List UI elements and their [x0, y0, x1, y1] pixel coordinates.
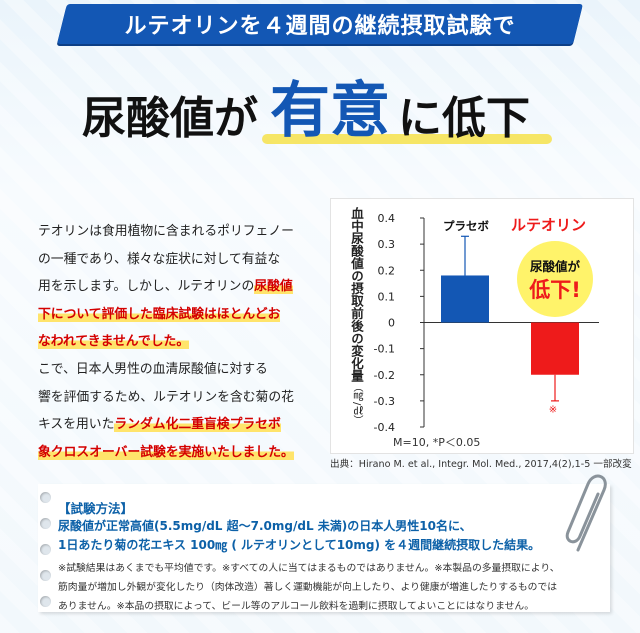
binder-hole	[40, 570, 51, 581]
bar-chart: 0.4 0.3 0.2 0.1 0 -0.1 -0.2 -0.3 -0.4 プラセボ ルテオリン ※ 尿…	[374, 212, 599, 434]
y-axis-label-text: 血中尿酸値の摂取前後の変化量	[349, 207, 364, 382]
method-box	[38, 484, 610, 612]
headline-part3: に低下	[398, 93, 530, 144]
bar-luteolin	[531, 322, 579, 375]
body-line: の一種であり、様々な症状に対して有益な	[38, 246, 304, 274]
binder-hole	[40, 596, 51, 607]
significance-mark: ※	[549, 405, 557, 416]
callout-circle	[517, 241, 593, 317]
body-line: テオリンは食用植物に含まれるポリフェノー	[38, 218, 304, 246]
label-luteolin: ルテオリン	[511, 216, 586, 234]
body-line: 象クロスオーバー試験を実施いたしました。	[38, 439, 304, 467]
highlight-text: 象クロスオーバー試験を実施いたしました。	[38, 444, 294, 460]
headline: 尿酸値が 有意 に低下	[0, 56, 640, 146]
body-line: 響を評価するため、ルテオリンを含む菊の花	[38, 384, 304, 412]
body-line: 下について評価した臨床試験はほとんどお	[38, 301, 304, 329]
binder-hole	[40, 492, 51, 503]
highlight-text: なわれてきませんでした。	[38, 334, 190, 350]
method-title: 【試験方法】	[58, 501, 134, 516]
y-tick-label: -0.4	[374, 421, 395, 434]
headline-part1: 尿酸値が	[82, 93, 258, 144]
body-text-segment: 用を示します。しかし、ルテオリンの	[38, 279, 255, 295]
callout-line-1: 尿酸値が	[530, 259, 581, 274]
y-tick-label: -0.3	[374, 395, 395, 408]
highlight-text: ランダム化二重盲検プラセボ	[114, 417, 281, 433]
headline-emphasis: 有意	[270, 76, 390, 146]
y-tick-label: 0	[388, 317, 395, 330]
bar-placebo	[441, 275, 489, 323]
body-text-segment: キスを用いた	[38, 417, 115, 433]
y-tick-label: 0.3	[378, 238, 396, 251]
method-line-2: 1日あたり菊の花エキス 100㎎ ( ルテオリンとして10mg) を４週間継続摂…	[58, 538, 541, 552]
body-text-segment: 響を評価するため、ルテオリンを含む菊の花	[38, 389, 294, 405]
body-line: キスを用いたランダム化二重盲検プラセボ	[38, 411, 304, 439]
method-note-1: ※試験結果はあくまでも平均値です。※すべての人に当てはまるものではありません。※…	[58, 563, 560, 574]
body-line: 用を示します。しかし、ルテオリンの尿酸値	[38, 273, 304, 301]
highlight-text: 尿酸値	[254, 279, 293, 295]
y-axis-unit: （㎎/㎗）	[351, 382, 362, 426]
y-tick-label: -0.1	[374, 343, 395, 356]
method-note-3: ありません。※本品の摂取によって、ビール等のアルコール飲料を過剰に摂取してよいこ…	[58, 601, 535, 612]
callout-line-2: 低下!	[528, 278, 581, 302]
y-tick-label: 0.2	[378, 264, 396, 277]
chart-panel: 血中尿酸値の摂取前後の変化量（㎎/㎗） 0.4 0.3 0.2 0.1 0 -0.1 -0.…	[330, 198, 634, 454]
body-line: こで、日本人男性の血清尿酸値に対する	[38, 356, 304, 384]
label-placebo: プラセボ	[443, 219, 489, 233]
banner-title: ルテオリンを４週間の継続摂取試験で	[124, 14, 516, 39]
chart-note: M=10, *P＜0.05	[393, 436, 481, 449]
y-axis-label: 血中尿酸値の摂取前後の変化量（㎎/㎗）	[344, 207, 366, 425]
body-text-segment: テオリンは食用植物に含まれるポリフェノー	[38, 224, 294, 239]
method-note-2: 筋肉量が増加し外観が変化したり（肉体改造）著しく運動機能が向上したり、より健康が…	[58, 582, 558, 593]
body-text: テオリンは食用植物に含まれるポリフェノー の一種であり、様々な症状に対して有益な用…	[38, 218, 304, 466]
body-text-segment: の一種であり、様々な症状に対して有益な	[38, 251, 281, 267]
highlight-text: 下について評価した臨床試験はほとんどお	[38, 306, 281, 322]
method-line-1: 尿酸値が正常高値(5.5mg/dL 超〜7.0mg/dL 未満)の日本人男性10…	[58, 519, 472, 533]
y-tick-label: 0.1	[378, 290, 396, 303]
binder-hole	[40, 518, 51, 529]
headline-underline	[262, 134, 552, 144]
body-text-segment: こで、日本人男性の血清尿酸値に対する	[38, 361, 268, 377]
y-tick-label: 0.4	[378, 212, 396, 225]
binder-hole	[40, 544, 51, 555]
chart-source: 出典：Hirano M. et al., Integr. Mol. Med., …	[330, 459, 632, 470]
body-line: なわれてきませんでした。	[38, 328, 304, 356]
paperclip-icon	[565, 474, 607, 552]
y-tick-label: -0.2	[374, 369, 395, 382]
